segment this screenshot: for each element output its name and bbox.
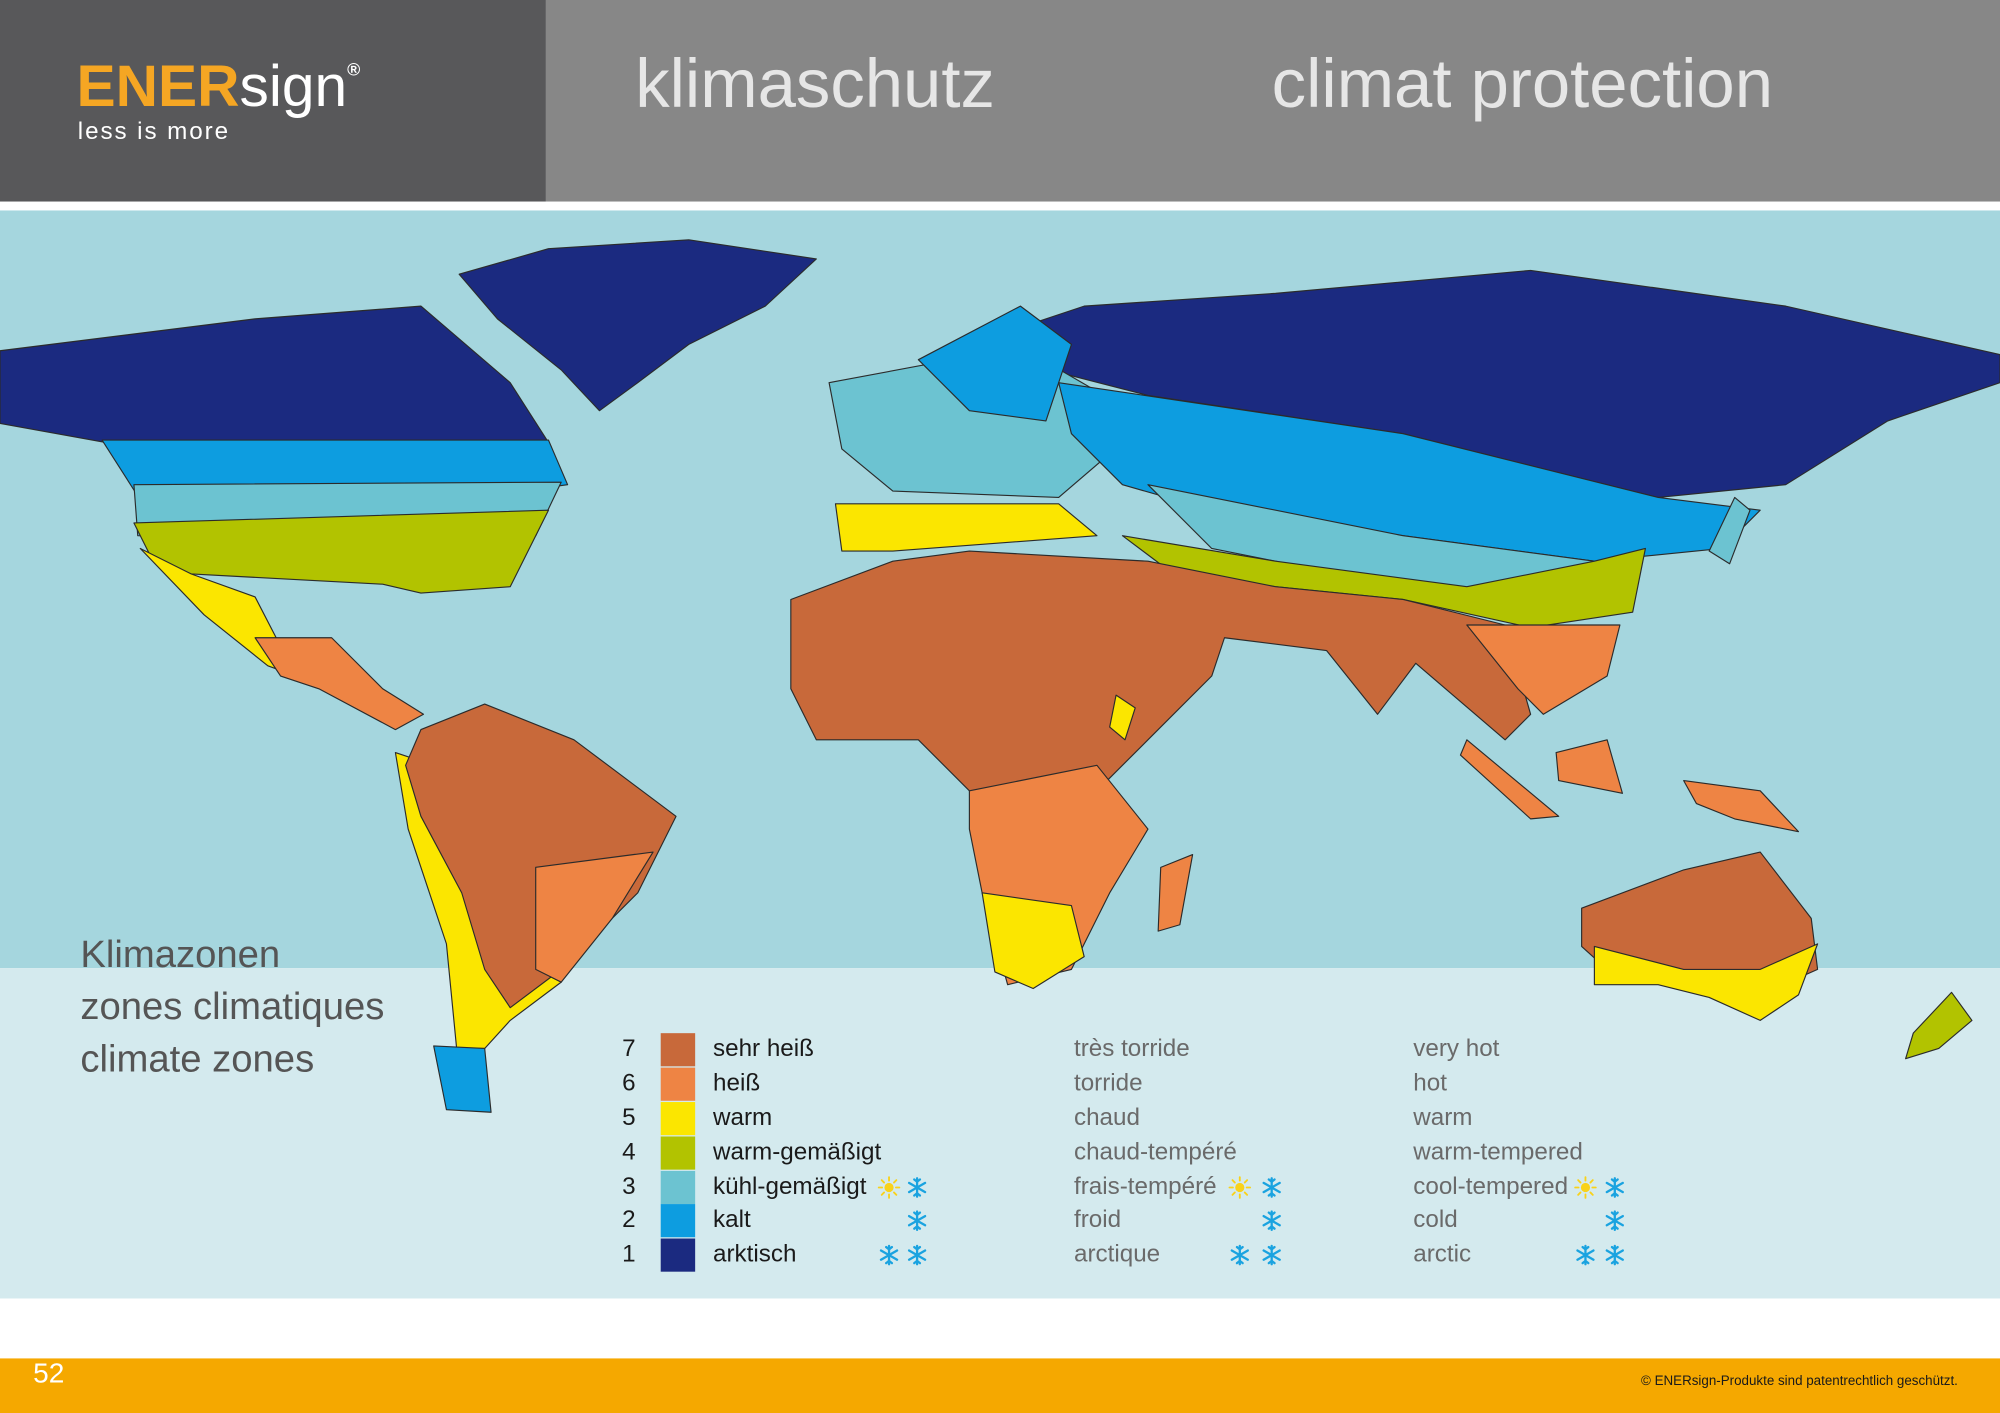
new-zealand [1905, 991, 1973, 1060]
zone-number: 1 [622, 1241, 635, 1268]
caption-german: Klimazonen [80, 933, 280, 976]
zone-swatch [660, 1170, 696, 1205]
zone-french: froid [1074, 1206, 1121, 1233]
zone-french: arctique [1074, 1241, 1160, 1268]
greenland [458, 239, 817, 412]
south-america-interior [405, 703, 677, 1009]
caption-english: climate zones [80, 1037, 314, 1080]
legend-row: 5 warm chaud warm [622, 1102, 1472, 1136]
sumatra [1459, 739, 1560, 820]
southeast-asia [1466, 624, 1621, 715]
borneo [1555, 739, 1624, 794]
zone-english: arctic [1413, 1241, 1471, 1268]
page-number: 52 [33, 1358, 64, 1389]
logo-highlight: ENER [77, 54, 240, 119]
logo-tagline: less is more [78, 118, 230, 145]
ethiopia-highlands [1109, 694, 1136, 741]
zone-english: cool-tempered [1413, 1173, 1568, 1200]
world-map [0, 239, 2000, 1113]
zone-swatch [660, 1204, 696, 1238]
australia-south [1593, 943, 1819, 1021]
zone-german: warm-gemäßigt [712, 1138, 881, 1165]
zone-number: 4 [622, 1138, 635, 1165]
legend-band [0, 968, 2000, 1299]
sun-icon [877, 1176, 901, 1199]
title-english: climat protection [1272, 45, 1773, 122]
new-guinea [1683, 780, 1800, 833]
zone-english: very hot [1413, 1035, 1499, 1062]
zone-swatch [660, 1102, 696, 1136]
logo-panel [0, 0, 546, 202]
zone-french: torride [1074, 1070, 1143, 1097]
zone-german: heiß [713, 1070, 760, 1097]
zone-english: cold [1413, 1206, 1457, 1233]
sun-icon [1228, 1176, 1252, 1199]
legend-row: 6 heiß torride hot [622, 1067, 1447, 1101]
zone-english: hot [1413, 1070, 1447, 1097]
zone-english: warm-tempered [1412, 1138, 1583, 1165]
legend-row: 1 arktisch arctique arctic [622, 1238, 1624, 1272]
caption-french: zones climatiques [80, 985, 384, 1028]
zone-swatch [660, 1238, 696, 1272]
zone-german: warm [712, 1104, 772, 1131]
zone-french: chaud-tempéré [1074, 1138, 1237, 1165]
logo-brand: sign [239, 54, 347, 119]
madagascar [1157, 854, 1194, 932]
zone-french: frais-tempéré [1074, 1173, 1217, 1200]
zone-number: 2 [622, 1206, 635, 1233]
south-america-east [535, 851, 654, 983]
zone-number: 6 [622, 1070, 635, 1097]
footer-bar [0, 1358, 2000, 1413]
logo-registered: ® [347, 59, 360, 79]
africa-asia-hot [790, 550, 1532, 843]
zone-swatch [660, 1067, 696, 1101]
legend-row: 2 kalt froid cold [622, 1204, 1624, 1238]
logo: ENERsign® [77, 54, 361, 119]
japan [1708, 496, 1751, 565]
mediterranean [834, 503, 1098, 552]
zone-number: 5 [622, 1104, 635, 1131]
legend-row: 7 sehr heiß très torride very hot [622, 1033, 1500, 1067]
zone-french: chaud [1074, 1104, 1140, 1131]
zone-german: sehr heiß [713, 1035, 814, 1062]
central-america [254, 637, 425, 731]
zone-german: kühl-gemäßigt [713, 1173, 867, 1200]
zone-french: très torride [1074, 1035, 1190, 1062]
africa-tip [981, 892, 1085, 990]
patagonia [433, 1045, 492, 1113]
zone-swatch [660, 1136, 696, 1170]
zone-number: 3 [622, 1173, 635, 1200]
zone-swatch [660, 1033, 696, 1067]
legend-row: 4 warm-gemäßigt chaud-tempéré warm-tempe… [622, 1136, 1583, 1170]
zone-number: 7 [622, 1035, 635, 1062]
zone-english: warm [1412, 1104, 1472, 1131]
legend: 7 sehr heiß très torride very hot 6 heiß… [622, 1033, 1624, 1272]
title-panel [545, 0, 2000, 202]
title-german: klimaschutz [635, 45, 995, 122]
sun-icon [1574, 1176, 1597, 1199]
zone-german: arktisch [713, 1241, 796, 1268]
copyright: © ENERsign-Produkte sind patentrechtlich… [1641, 1373, 1958, 1388]
zone-german: kalt [713, 1206, 751, 1233]
legend-row: 3 kühl-gemäßigt frais-tempéré cool-tempe… [622, 1170, 1624, 1205]
